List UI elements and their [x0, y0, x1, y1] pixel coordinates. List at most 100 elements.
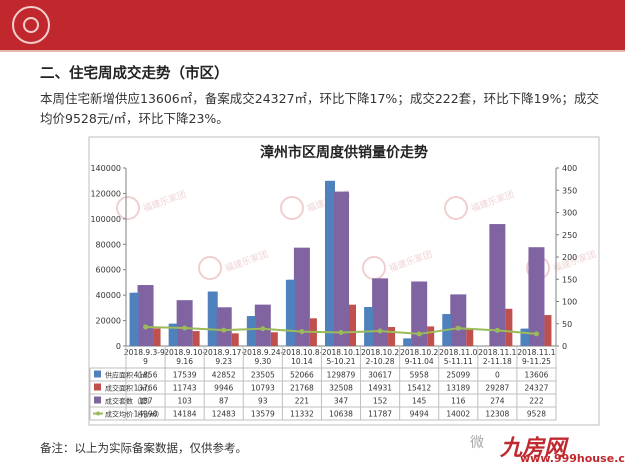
table-cell: 17539 [173, 371, 197, 380]
x-tick-label: 2018.9.17- [203, 348, 244, 357]
chart-svg: 漳州市区周度供销量价走势福建乐家团福建乐家团福建乐家团福建乐家团福建乐家团福建乐… [88, 136, 600, 426]
line-price-point [221, 327, 227, 333]
bar-deal-units [450, 294, 467, 346]
table-cell: 25099 [446, 371, 470, 380]
x-tick-label: 9.30 [254, 357, 271, 366]
table-cell: 12483 [212, 410, 236, 419]
x-tick-label: 9.23 [215, 357, 232, 366]
y-right-tick-label: 200 [562, 253, 577, 262]
table-cell: 11743 [173, 384, 197, 393]
line-price-point [182, 325, 188, 331]
bar-deal-area [153, 328, 161, 346]
bar-supply [131, 292, 139, 346]
table-cell: 30617 [368, 371, 392, 380]
y-left-tick-label: 60000 [96, 266, 121, 275]
bar-deal-units [176, 300, 193, 346]
table-cell: 0 [495, 371, 500, 380]
table-cell: 10638 [329, 410, 353, 419]
table-cell: 12308 [485, 410, 509, 419]
y-left-tick-label: 40000 [96, 291, 121, 300]
bar-deal-units [528, 247, 545, 346]
table-cell: 5958 [410, 371, 429, 380]
x-tick-label: 2018.10.8- [281, 348, 322, 357]
bar-deal-area [427, 326, 435, 346]
bar-deal-area [505, 308, 513, 346]
bar-deal-units [293, 247, 310, 346]
chart-title: 漳州市区周度供销量价走势 [260, 144, 428, 161]
table-cell: 14184 [173, 410, 197, 419]
x-tick-label: 2018.10.1 [322, 348, 360, 357]
y-left-tick-label: 0 [116, 342, 121, 351]
y-left-tick-label: 80000 [96, 240, 121, 249]
watermark-icon [362, 256, 386, 280]
section-title: 二、住宅周成交走势（市区） [40, 66, 229, 82]
bar-supply [405, 338, 413, 346]
bar-supply [287, 279, 295, 346]
table-cell: 13579 [251, 410, 275, 419]
brand-url: www.999house.com [520, 452, 625, 465]
x-tick-label: 2018.9.3-9. [124, 348, 167, 357]
watermark-text: 福建乐家团 [387, 248, 433, 275]
y-right-tick-label: 350 [562, 186, 577, 195]
legend-swatch [94, 383, 101, 391]
x-tick-label: 2018.11.1 [517, 348, 555, 357]
table-cell: 52066 [290, 371, 314, 380]
table-cell: 152 [373, 397, 388, 406]
table-cell: 13606 [525, 371, 549, 380]
x-tick-label: 5-10.21 [327, 357, 356, 366]
legend-label: 成交套数（套） [105, 397, 154, 406]
table-cell: 23505 [251, 371, 275, 380]
y-right-tick-label: 400 [562, 164, 577, 173]
table-cell: 14931 [368, 384, 392, 393]
bar-supply [522, 328, 530, 346]
line-price-point [533, 331, 539, 337]
bar-deal-units [372, 278, 389, 346]
bar-supply [366, 307, 374, 346]
table-cell: 9946 [214, 384, 233, 393]
wechat-icon: 微 [470, 435, 484, 451]
table-cell: 11787 [368, 410, 392, 419]
line-price-point [338, 329, 344, 335]
y-left-tick-label: 140000 [90, 164, 121, 173]
x-tick-label: 9.16 [176, 357, 193, 366]
y-left-tick-label: 100000 [90, 215, 121, 224]
watermark-icon [116, 196, 140, 220]
x-tick-label: 2018.10.2 [400, 348, 438, 357]
x-tick-label: 9-11.25 [522, 357, 551, 366]
watermark-icon [444, 196, 468, 220]
y-right-tick-label: 100 [562, 298, 577, 307]
chart-border [88, 136, 600, 426]
line-price-point [143, 324, 149, 330]
watermark-text: 福建乐家团 [141, 188, 187, 215]
table-cell: 32508 [329, 384, 353, 393]
table-cell: 116 [451, 397, 466, 406]
table-cell: 93 [258, 397, 268, 406]
bar-deal-units [137, 285, 154, 346]
table-cell: 21768 [290, 384, 314, 393]
bar-deal-area [349, 304, 356, 346]
brand-watermark: 九房网 [500, 436, 567, 461]
x-tick-label: 2018.11.0 [439, 348, 477, 357]
table-cell: 14002 [446, 410, 470, 419]
bar-deal-area [192, 331, 200, 346]
legend-swatch-point [96, 411, 100, 416]
legend-label: 成交均价（元/㎡） [105, 410, 163, 419]
bar-supply [170, 323, 178, 346]
line-price-point [455, 325, 461, 331]
table-cell: 14990 [134, 410, 158, 419]
bar-deal-units [333, 191, 349, 346]
y-right-tick-label: 150 [562, 275, 577, 284]
watermark-text: 福建乐家团 [469, 188, 515, 215]
table-cell: 274 [490, 397, 505, 406]
table-cell: 24327 [525, 384, 549, 393]
line-price-point [260, 326, 266, 332]
footnote: 备注：以上为实际备案数据，仅供参考。 [40, 441, 247, 455]
y-left-tick-label: 20000 [96, 317, 121, 326]
x-tick-label: 5-11.11 [444, 357, 473, 366]
legend-label: 成交面积（㎡） [105, 384, 154, 393]
table-cell: 87 [219, 397, 229, 406]
bar-supply [248, 316, 256, 346]
table-cell: 9494 [410, 410, 429, 419]
bar-deal-area [388, 327, 396, 346]
legend-swatch [94, 396, 101, 404]
